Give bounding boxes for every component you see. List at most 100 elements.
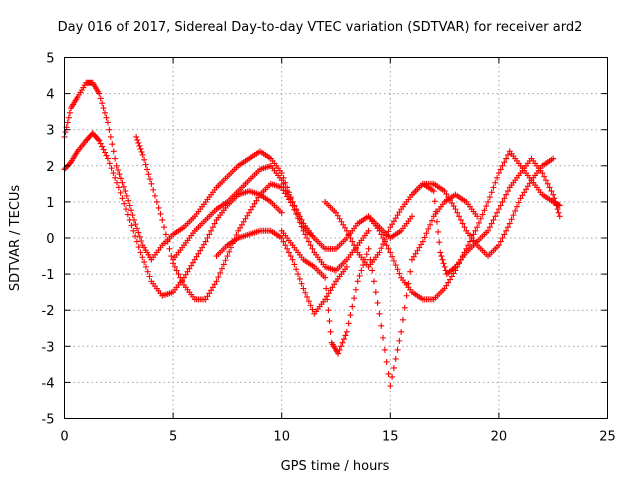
y-tick-label: -1 (42, 268, 55, 283)
data-point (208, 287, 215, 294)
data-point (155, 204, 162, 211)
data-point (327, 328, 334, 335)
data-point (465, 242, 472, 249)
data-point (365, 245, 372, 252)
data-point (284, 188, 291, 195)
data-point (380, 235, 387, 241)
series-arc-3 (133, 133, 372, 303)
data-point (550, 191, 557, 198)
data-point (96, 90, 103, 97)
data-point (287, 195, 294, 202)
data-point (351, 295, 358, 302)
data-point (501, 159, 508, 166)
data-point (409, 213, 416, 220)
data-point (490, 184, 497, 191)
data-point (376, 249, 383, 256)
data-point (376, 227, 383, 234)
data-point (280, 180, 287, 187)
data-point (436, 239, 443, 246)
data-point (202, 238, 209, 245)
data-point (331, 281, 338, 288)
x-tick-label: 25 (599, 430, 616, 445)
data-point (132, 221, 139, 228)
series-arc-5 (213, 227, 350, 317)
x-axis-label: GPS time / hours (281, 459, 390, 474)
data-point (365, 227, 372, 234)
data-point (249, 203, 256, 210)
data-point (340, 221, 347, 228)
data-point (100, 105, 107, 112)
data-point (430, 188, 437, 195)
data-point (342, 224, 349, 231)
data-point (124, 211, 131, 218)
data-point (514, 203, 520, 210)
data-point (385, 245, 392, 252)
data-point (387, 249, 394, 256)
data-point (378, 231, 385, 238)
data-point (439, 256, 446, 263)
data-point (461, 224, 468, 231)
data-point (492, 179, 499, 186)
data-point (112, 174, 119, 181)
data-point (542, 177, 549, 184)
data-point (354, 278, 361, 285)
data-point (122, 188, 129, 195)
data-point (553, 202, 560, 209)
data-point (495, 206, 502, 213)
data-point (285, 191, 292, 198)
data-point (126, 202, 133, 209)
data-point (213, 278, 220, 285)
data-point (477, 215, 484, 222)
data-point (293, 206, 300, 213)
data-point (282, 242, 289, 249)
y-tick-label: 2 (46, 160, 54, 175)
data-point (352, 245, 359, 252)
x-tick-label: 5 (169, 430, 177, 445)
data-point (470, 231, 477, 238)
data-point (385, 370, 392, 377)
data-point (305, 298, 312, 305)
data-point (291, 202, 298, 209)
data-point (186, 265, 193, 272)
data-point (389, 221, 396, 228)
data-point (390, 364, 397, 371)
data-point (323, 285, 330, 292)
data-point (503, 155, 510, 162)
data-point (448, 273, 455, 280)
data-point (431, 198, 438, 205)
data-point (200, 241, 207, 248)
data-point (298, 216, 305, 223)
data-point (360, 262, 367, 269)
data-point (278, 170, 285, 177)
data-point (175, 271, 182, 278)
data-point (394, 346, 401, 353)
data-point (412, 250, 419, 257)
y-tick-label: -2 (42, 304, 55, 319)
data-point (526, 180, 533, 187)
data-point (336, 346, 343, 353)
data-point (381, 238, 388, 245)
data-point (108, 165, 115, 172)
data-point (376, 310, 383, 317)
data-point (244, 212, 251, 219)
data-point (497, 238, 504, 245)
series-arc-8 (365, 148, 563, 303)
data-point (338, 218, 345, 225)
data-point (554, 206, 561, 213)
data-point (457, 216, 464, 223)
data-point (428, 217, 435, 224)
data-point (123, 206, 130, 213)
data-point (206, 290, 213, 297)
data-point (95, 136, 102, 143)
data-point (135, 139, 142, 146)
data-point (419, 238, 426, 245)
data-point (204, 235, 211, 241)
data-point (191, 256, 198, 263)
data-point (177, 274, 184, 281)
data-point (506, 220, 513, 227)
data-point (126, 216, 133, 223)
y-axis-label: SDTVAR / TECUs (8, 185, 23, 292)
data-point (435, 228, 442, 235)
data-point (486, 194, 493, 201)
data-point (215, 274, 222, 281)
